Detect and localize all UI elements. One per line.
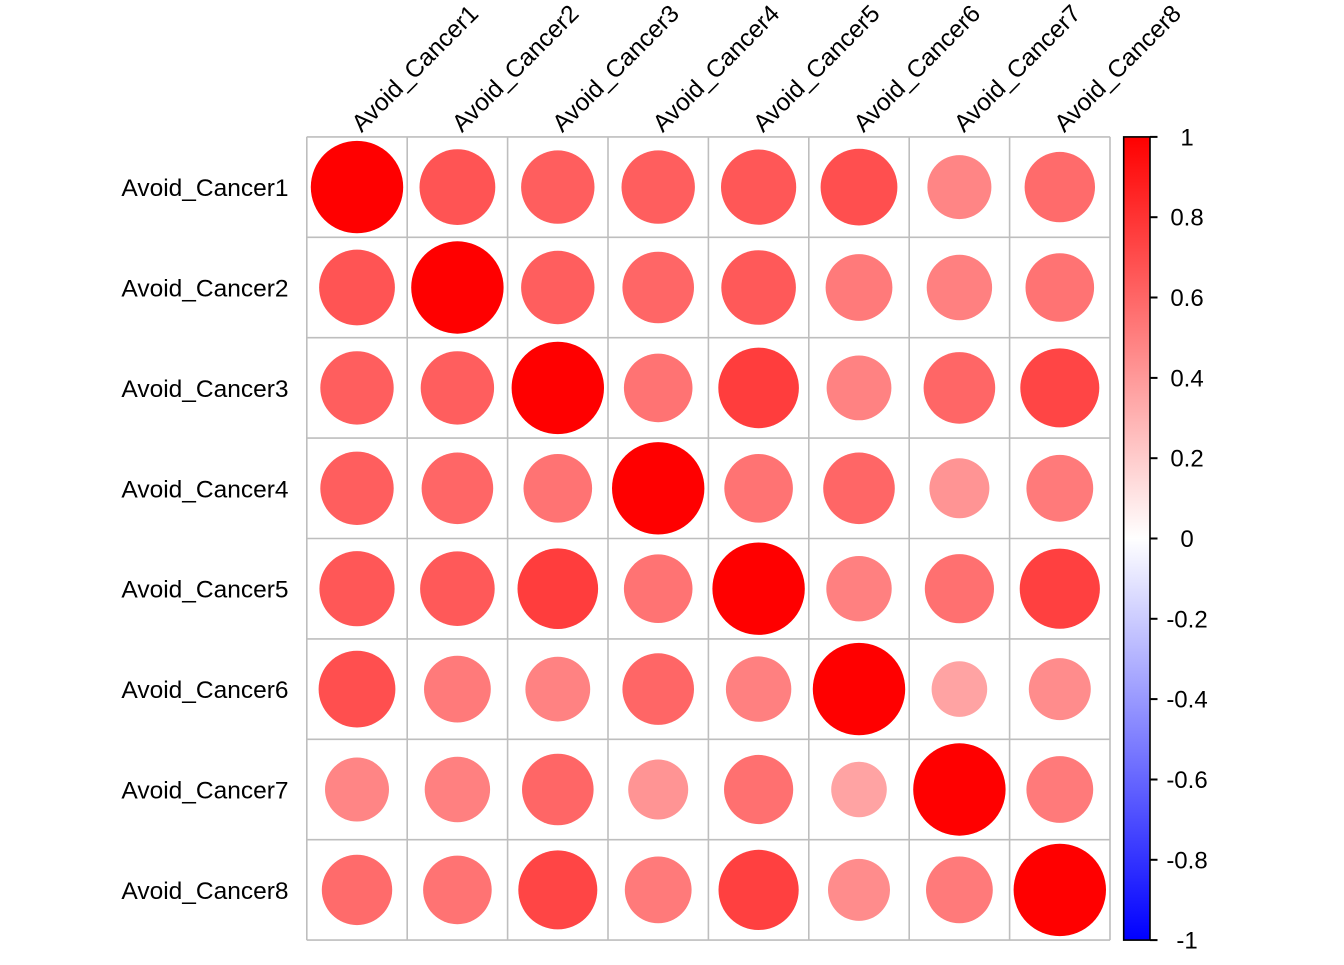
svg-text:1: 1 bbox=[1180, 124, 1193, 151]
svg-text:Avoid_Cancer5: Avoid_Cancer5 bbox=[121, 577, 288, 604]
svg-text:-0.6: -0.6 bbox=[1166, 767, 1207, 794]
svg-text:0.8: 0.8 bbox=[1170, 205, 1203, 232]
svg-text:0: 0 bbox=[1180, 526, 1193, 553]
svg-text:-0.2: -0.2 bbox=[1166, 606, 1207, 633]
svg-text:Avoid_Cancer4: Avoid_Cancer4 bbox=[121, 476, 288, 503]
svg-text:Avoid_Cancer6: Avoid_Cancer6 bbox=[121, 677, 288, 704]
svg-text:Avoid_Cancer7: Avoid_Cancer7 bbox=[121, 778, 288, 805]
svg-text:-0.4: -0.4 bbox=[1166, 687, 1207, 714]
svg-text:Avoid_Cancer3: Avoid_Cancer3 bbox=[121, 376, 288, 403]
svg-text:Avoid_Cancer8: Avoid_Cancer8 bbox=[121, 878, 288, 905]
svg-text:0.6: 0.6 bbox=[1170, 285, 1203, 312]
svg-text:Avoid_Cancer2: Avoid_Cancer2 bbox=[121, 276, 288, 303]
svg-text:0.4: 0.4 bbox=[1170, 365, 1203, 392]
svg-text:-0.8: -0.8 bbox=[1166, 847, 1207, 874]
svg-text:Avoid_Cancer1: Avoid_Cancer1 bbox=[121, 175, 288, 202]
svg-text:-1: -1 bbox=[1176, 928, 1197, 955]
svg-text:0.2: 0.2 bbox=[1170, 446, 1203, 473]
